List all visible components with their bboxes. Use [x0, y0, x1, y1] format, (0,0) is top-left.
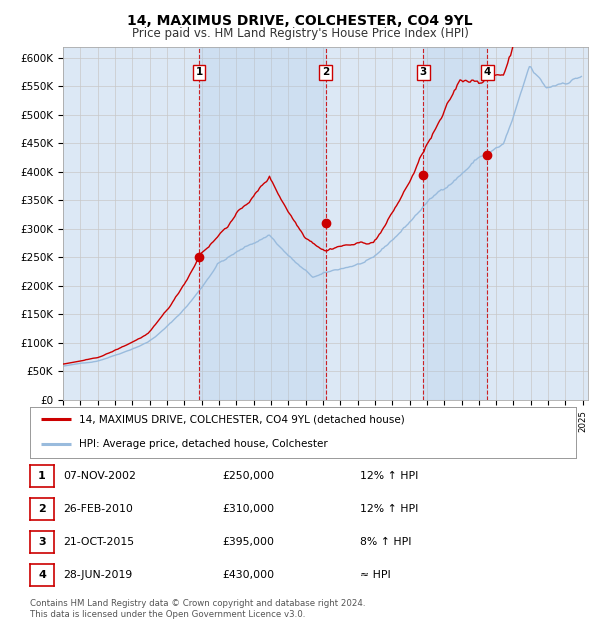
- Text: £310,000: £310,000: [222, 504, 274, 514]
- Text: 2: 2: [322, 67, 329, 77]
- Text: £430,000: £430,000: [222, 570, 274, 580]
- Text: £395,000: £395,000: [222, 537, 274, 547]
- Text: 14, MAXIMUS DRIVE, COLCHESTER, CO4 9YL: 14, MAXIMUS DRIVE, COLCHESTER, CO4 9YL: [127, 14, 473, 28]
- Text: ≈ HPI: ≈ HPI: [360, 570, 391, 580]
- Text: Price paid vs. HM Land Registry's House Price Index (HPI): Price paid vs. HM Land Registry's House …: [131, 27, 469, 40]
- Text: 26-FEB-2010: 26-FEB-2010: [63, 504, 133, 514]
- Text: 07-NOV-2002: 07-NOV-2002: [63, 471, 136, 481]
- Text: 2: 2: [38, 504, 46, 514]
- Text: 4: 4: [38, 570, 46, 580]
- Text: 4: 4: [484, 67, 491, 77]
- Text: HPI: Average price, detached house, Colchester: HPI: Average price, detached house, Colc…: [79, 439, 328, 449]
- Text: 21-OCT-2015: 21-OCT-2015: [63, 537, 134, 547]
- Text: 3: 3: [38, 537, 46, 547]
- Text: 1: 1: [38, 471, 46, 481]
- Text: £250,000: £250,000: [222, 471, 274, 481]
- Bar: [199, 46, 326, 400]
- Text: 14, MAXIMUS DRIVE, COLCHESTER, CO4 9YL (detached house): 14, MAXIMUS DRIVE, COLCHESTER, CO4 9YL (…: [79, 414, 405, 425]
- Text: 12% ↑ HPI: 12% ↑ HPI: [360, 504, 418, 514]
- Text: 28-JUN-2019: 28-JUN-2019: [63, 570, 132, 580]
- Text: 3: 3: [420, 67, 427, 77]
- Text: Contains HM Land Registry data © Crown copyright and database right 2024.
This d: Contains HM Land Registry data © Crown c…: [30, 600, 365, 619]
- Bar: [424, 46, 487, 400]
- Text: 12% ↑ HPI: 12% ↑ HPI: [360, 471, 418, 481]
- Text: 8% ↑ HPI: 8% ↑ HPI: [360, 537, 412, 547]
- Text: 1: 1: [196, 67, 203, 77]
